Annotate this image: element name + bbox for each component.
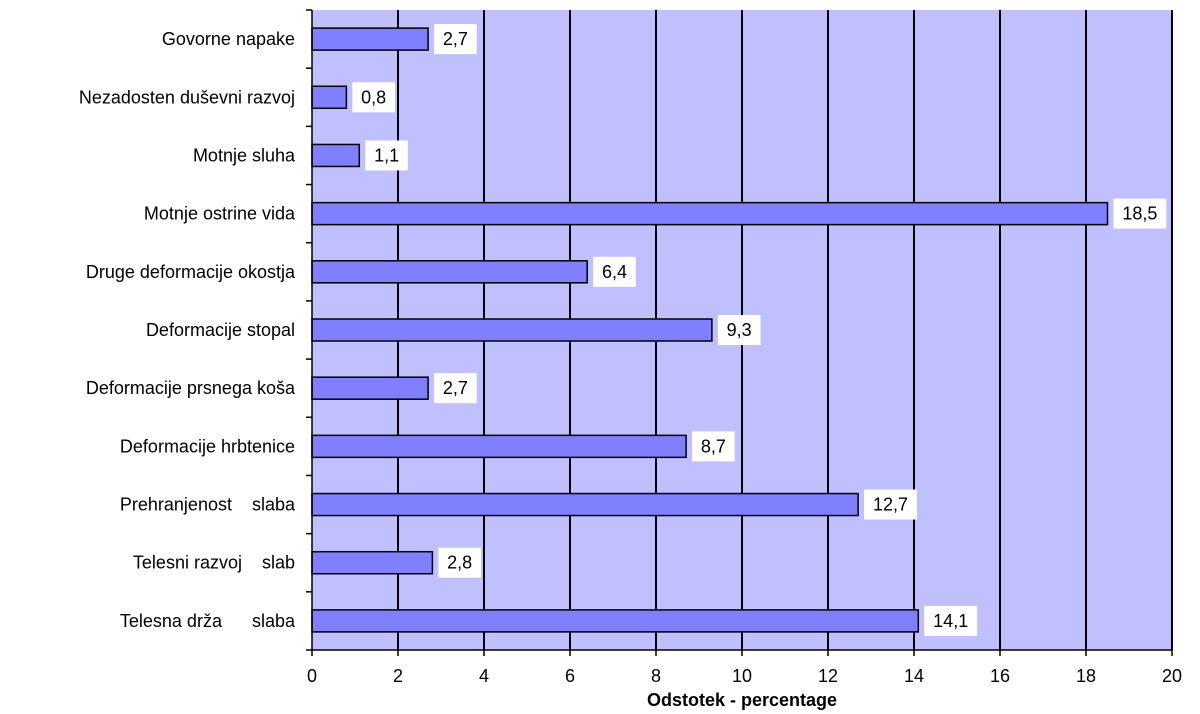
category-label: Govorne napake xyxy=(162,29,295,49)
bar-8 xyxy=(311,492,859,517)
bar-6 xyxy=(311,376,429,400)
data-label-box xyxy=(717,315,761,345)
data-label: 18,5 xyxy=(1122,204,1157,224)
data-label-box xyxy=(864,489,917,520)
data-label-box xyxy=(593,256,636,287)
x-tick-label: 10 xyxy=(732,666,752,686)
data-label-box xyxy=(352,82,395,113)
data-label-box xyxy=(434,373,477,404)
bar-5 xyxy=(311,318,713,342)
x-tick-label: 0 xyxy=(307,666,317,686)
category-label: Druge deformacije okostja xyxy=(86,262,296,282)
data-label: 1,1 xyxy=(374,145,399,165)
category-label: Motnje ostrine vida xyxy=(144,204,296,224)
data-label-box xyxy=(438,547,481,578)
data-label: 6,4 xyxy=(602,262,627,282)
axes xyxy=(306,9,1173,656)
category-label: Motnje sluha xyxy=(193,145,296,165)
data-label: 2,7 xyxy=(443,378,468,398)
x-axis-title: Odstotek - percentage xyxy=(647,690,837,710)
data-label: 9,3 xyxy=(727,320,752,340)
category-label: Nezadosten duševni razvoj xyxy=(79,87,295,107)
bar-3 xyxy=(311,201,1109,226)
bar-7 xyxy=(311,434,687,459)
x-tick-label: 6 xyxy=(565,666,575,686)
x-tick-label: 2 xyxy=(393,666,403,686)
x-tick-label: 4 xyxy=(479,666,489,686)
x-tick-label: 18 xyxy=(1076,666,1096,686)
bar-1 xyxy=(311,85,348,110)
bar-0 xyxy=(311,27,429,51)
data-label: 2,7 xyxy=(443,29,468,49)
category-label: Deformacije hrbtenice xyxy=(120,436,295,456)
category-label: Deformacije prsnega koša xyxy=(86,378,296,398)
x-tick-label: 14 xyxy=(904,666,924,686)
category-label: Prehranjenost slaba xyxy=(120,495,296,515)
data-label: 8,7 xyxy=(701,436,726,456)
data-label: 12,7 xyxy=(873,495,908,515)
data-label-box xyxy=(365,140,408,171)
data-labels: 2,7 0,8 1,1 18,5 6,4 9,3 2,7 8,7 12,7 2,8 14,1 xyxy=(352,24,1167,636)
bar-10 xyxy=(311,609,920,633)
data-label: 14,1 xyxy=(933,611,968,631)
x-tick-label: 20 xyxy=(1162,666,1182,686)
bar-2 xyxy=(311,143,361,168)
x-tick-labels: 0 2 4 6 8 10 12 14 16 18 20 xyxy=(307,666,1182,686)
data-label: 0,8 xyxy=(361,87,386,107)
data-label-box xyxy=(924,605,978,636)
x-tick-label: 12 xyxy=(818,666,838,686)
data-label-box xyxy=(434,24,477,55)
category-labels: Govorne napake Nezadosten duševni razvoj M… xyxy=(79,29,296,631)
category-label: Telesni razvoj slab xyxy=(133,553,295,573)
category-label: Telesna drža slaba xyxy=(120,611,296,631)
category-label: Deformacije stopal xyxy=(146,320,295,340)
x-tick-label: 16 xyxy=(990,666,1010,686)
data-label-box xyxy=(1113,198,1167,229)
bar-9 xyxy=(311,550,434,575)
bar-4 xyxy=(311,260,588,284)
x-tick-label: 8 xyxy=(651,666,661,686)
data-label: 2,8 xyxy=(447,553,472,573)
data-label-box xyxy=(692,431,735,462)
